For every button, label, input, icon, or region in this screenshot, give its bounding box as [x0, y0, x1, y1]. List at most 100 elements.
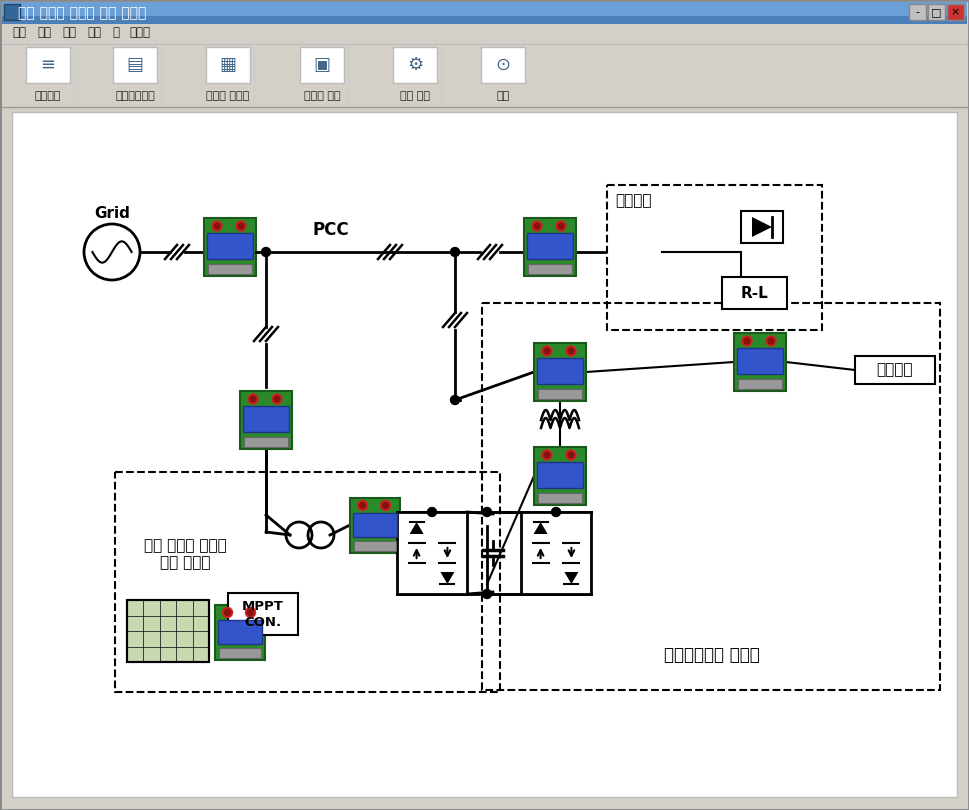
Bar	[228, 593, 298, 635]
Bar	[737, 348, 783, 374]
Bar	[240, 391, 292, 449]
Bar	[534, 343, 586, 401]
Circle shape	[558, 223, 564, 229]
Circle shape	[236, 221, 246, 231]
Text: 조명부하: 조명부하	[877, 363, 913, 377]
Circle shape	[427, 508, 436, 517]
Text: 종료: 종료	[496, 91, 510, 101]
Text: 조명전력절전 시스템: 조명전력절전 시스템	[664, 646, 760, 664]
Bar	[393, 47, 437, 83]
Bar	[354, 540, 396, 551]
Text: 편집: 편집	[37, 27, 51, 40]
Text: 도구: 도구	[87, 27, 101, 40]
Circle shape	[568, 452, 574, 458]
Text: 창: 창	[112, 27, 119, 40]
Text: PCC: PCC	[313, 221, 349, 239]
Bar	[4, 4, 20, 20]
Circle shape	[381, 501, 391, 510]
Bar	[928, 4, 945, 20]
Bar	[243, 406, 289, 432]
Circle shape	[566, 450, 576, 460]
Bar	[909, 4, 926, 20]
Circle shape	[212, 221, 222, 231]
Circle shape	[544, 452, 550, 458]
Circle shape	[544, 348, 550, 354]
Bar	[538, 389, 582, 399]
Text: 일반사항: 일반사항	[35, 91, 61, 101]
Bar	[527, 233, 573, 259]
Bar	[300, 47, 344, 83]
Circle shape	[483, 590, 491, 599]
Text: Grid: Grid	[94, 207, 130, 221]
Circle shape	[247, 609, 254, 616]
Circle shape	[542, 450, 552, 460]
Circle shape	[742, 336, 752, 346]
Text: ▤: ▤	[127, 56, 143, 74]
Circle shape	[272, 394, 282, 404]
Text: 계통 연계형 태양광: 계통 연계형 태양광	[143, 539, 227, 553]
Circle shape	[532, 221, 542, 231]
Bar	[207, 233, 253, 259]
Bar	[855, 356, 935, 384]
Bar	[2, 2, 967, 16]
Text: ≡: ≡	[41, 56, 55, 74]
Circle shape	[84, 224, 140, 280]
Bar	[350, 497, 400, 552]
Circle shape	[238, 223, 244, 229]
Circle shape	[358, 501, 367, 510]
Text: 파일: 파일	[12, 27, 26, 40]
Circle shape	[542, 346, 552, 356]
Bar	[218, 620, 262, 644]
Bar	[127, 600, 209, 662]
Bar	[481, 47, 525, 83]
Text: ×: ×	[951, 7, 960, 17]
Bar	[607, 185, 822, 330]
Circle shape	[451, 248, 459, 257]
Circle shape	[556, 221, 566, 231]
Polygon shape	[410, 522, 423, 534]
Circle shape	[383, 502, 389, 509]
Bar	[723, 277, 788, 309]
Bar	[524, 218, 576, 276]
Text: 게통 연계형 태양광 발전 시스템: 게통 연계형 태양광 발전 시스템	[18, 6, 146, 20]
Bar	[534, 447, 586, 505]
Bar	[521, 512, 591, 594]
Bar	[208, 264, 252, 274]
Circle shape	[248, 394, 258, 404]
Text: R-L: R-L	[741, 285, 768, 301]
Text: 발전 시스템: 발전 시스템	[160, 556, 210, 570]
Polygon shape	[564, 572, 578, 584]
Circle shape	[768, 338, 774, 344]
Circle shape	[568, 348, 574, 354]
Polygon shape	[534, 522, 547, 534]
Bar	[537, 462, 583, 488]
Bar	[397, 512, 467, 594]
Bar	[538, 493, 582, 503]
Bar	[12, 112, 957, 797]
Text: ▣: ▣	[314, 56, 330, 74]
Circle shape	[566, 346, 576, 356]
Circle shape	[534, 223, 540, 229]
Circle shape	[223, 608, 233, 617]
Text: ▦: ▦	[220, 56, 236, 74]
Text: CON.: CON.	[244, 616, 282, 629]
Circle shape	[250, 396, 256, 402]
Circle shape	[214, 223, 220, 229]
Bar	[113, 47, 157, 83]
Bar	[127, 600, 209, 662]
Text: -: -	[916, 7, 920, 17]
Bar	[482, 303, 940, 690]
Bar	[204, 218, 256, 276]
Bar	[947, 4, 964, 20]
Text: 데이터베이스: 데이터베이스	[115, 91, 155, 101]
Circle shape	[766, 336, 776, 346]
Circle shape	[225, 609, 231, 616]
Bar	[734, 333, 786, 391]
Text: 도움말: 도움말	[130, 27, 150, 40]
Bar	[2, 42, 967, 107]
Text: 일반부하: 일반부하	[615, 194, 651, 208]
Bar	[219, 647, 261, 658]
Text: 통신 설정: 통신 설정	[400, 91, 430, 101]
Text: ⊙: ⊙	[495, 56, 511, 74]
Bar	[537, 358, 583, 384]
